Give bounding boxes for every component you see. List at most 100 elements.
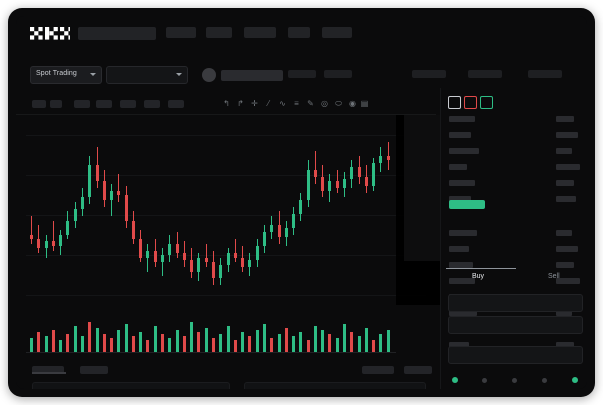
pair-selector[interactable]: [106, 66, 188, 84]
nav-item-4[interactable]: [288, 27, 310, 38]
candle-wick: [81, 188, 83, 216]
volume-bar: [197, 332, 201, 352]
amount-slider[interactable]: [452, 377, 578, 387]
trendline-icon[interactable]: ⁄: [267, 99, 270, 108]
tab-buy[interactable]: Buy: [472, 273, 485, 280]
candle-wick: [38, 225, 40, 254]
orderbook-row[interactable]: [449, 310, 477, 316]
candle-wick: [205, 243, 207, 267]
orderbook-view-toggles: [448, 96, 508, 109]
orderbook-row[interactable]: [556, 116, 574, 122]
orderbook-row[interactable]: [449, 278, 475, 284]
orderbook-row[interactable]: [449, 262, 473, 268]
orderbook-row[interactable]: [556, 196, 576, 202]
orderbook-row[interactable]: [449, 196, 471, 202]
orderbook-row[interactable]: [556, 262, 574, 268]
trading-mode-selector[interactable]: Spot Trading: [30, 66, 102, 84]
tab-funds[interactable]: [404, 366, 432, 374]
timeframe-3[interactable]: [74, 100, 90, 108]
orderbook-all-icon[interactable]: [448, 96, 461, 109]
slider-step-1[interactable]: [482, 378, 487, 383]
device-bezel: Spot Trading ↰ ↱ ✛ ⁄: [8, 8, 595, 397]
orderbook-row[interactable]: [556, 148, 572, 154]
fib-icon[interactable]: ≡: [294, 99, 299, 108]
chevron-down-icon: [90, 73, 96, 76]
slider-step-2[interactable]: [512, 378, 517, 383]
total-field[interactable]: [448, 346, 583, 364]
orderbook-row[interactable]: [449, 148, 479, 154]
candle-wick: [96, 146, 98, 189]
redo-icon[interactable]: ↱: [237, 99, 244, 108]
tab-trade-history[interactable]: [362, 366, 394, 374]
orderbook-row[interactable]: [449, 230, 477, 236]
tab-open-orders[interactable]: [32, 366, 64, 374]
orderbook-row[interactable]: [556, 164, 580, 170]
timeframe-7[interactable]: [168, 100, 184, 108]
volume-chart[interactable]: [16, 312, 436, 360]
magnet-icon[interactable]: ◎: [321, 99, 328, 108]
volume-bar: [80, 336, 84, 352]
orderbook-row[interactable]: [556, 342, 574, 348]
slider-step-0[interactable]: [452, 377, 458, 383]
orderbook-row[interactable]: [556, 230, 572, 236]
grid-line: [26, 135, 426, 136]
orderbook-asks-icon[interactable]: [464, 96, 477, 109]
slider-step-4[interactable]: [572, 377, 578, 383]
orderbook-row[interactable]: [449, 164, 467, 170]
orderbook-row[interactable]: [556, 180, 574, 186]
lock-icon[interactable]: ⬭: [335, 99, 342, 108]
wave-icon[interactable]: ∿: [279, 99, 286, 108]
orderbook-row[interactable]: [449, 132, 471, 138]
search-input[interactable]: [78, 27, 156, 40]
market-stat-1: [288, 70, 316, 78]
volume-bar: [124, 324, 128, 352]
bottom-panel-left[interactable]: [32, 382, 230, 389]
timeframe-2[interactable]: [50, 100, 62, 108]
nav-item-2[interactable]: [206, 27, 232, 38]
nav-item-3[interactable]: [244, 27, 276, 38]
volume-bar: [241, 332, 245, 352]
volume-bar: [226, 326, 230, 352]
orderbook-row[interactable]: [556, 132, 578, 138]
timeframe-5[interactable]: [120, 100, 136, 108]
timeframe-1[interactable]: [32, 100, 46, 108]
candle-wick: [52, 220, 54, 251]
market-stat-4: [468, 70, 502, 78]
nav-item-5[interactable]: [322, 27, 352, 38]
eye-icon[interactable]: ◉: [349, 99, 356, 108]
price-field[interactable]: [448, 294, 583, 312]
trash-icon[interactable]: ▤: [360, 99, 369, 108]
orderbook-row[interactable]: [556, 246, 578, 252]
orderbook-row[interactable]: [556, 310, 572, 316]
volume-bar: [139, 332, 143, 352]
orderbook-row[interactable]: [556, 278, 580, 284]
volume-bar: [73, 326, 77, 352]
volume-bar: [182, 336, 186, 352]
timeframe-4[interactable]: [96, 100, 112, 108]
okx-logo[interactable]: [30, 27, 70, 40]
volume-bar: [219, 334, 223, 352]
bottom-panel-right[interactable]: [244, 382, 426, 389]
volume-bar: [292, 336, 296, 352]
crosshair-icon[interactable]: ✛: [251, 99, 258, 108]
candle-wick: [118, 174, 120, 203]
nav-item-1[interactable]: [166, 27, 196, 38]
timeframe-6[interactable]: [144, 100, 160, 108]
orderbook-row[interactable]: [449, 180, 475, 186]
tab-sell[interactable]: Sell: [548, 273, 560, 280]
orderbook-bids-icon[interactable]: [480, 96, 493, 109]
slider-step-3[interactable]: [542, 378, 547, 383]
orderbook-row[interactable]: [449, 246, 469, 252]
orderbook-row[interactable]: [449, 116, 475, 122]
volume-bar: [110, 338, 114, 352]
pencil-icon[interactable]: ✎: [307, 99, 314, 108]
candle-wick: [213, 250, 214, 286]
candlestick-chart[interactable]: [16, 115, 436, 311]
volume-bar: [88, 322, 92, 352]
amount-field[interactable]: [448, 316, 583, 334]
market-stat-5: [528, 70, 562, 78]
undo-icon[interactable]: ↰: [223, 99, 230, 108]
orderbook-row[interactable]: [449, 342, 469, 348]
tab-order-history[interactable]: [80, 366, 108, 374]
candle-wick: [176, 232, 178, 258]
